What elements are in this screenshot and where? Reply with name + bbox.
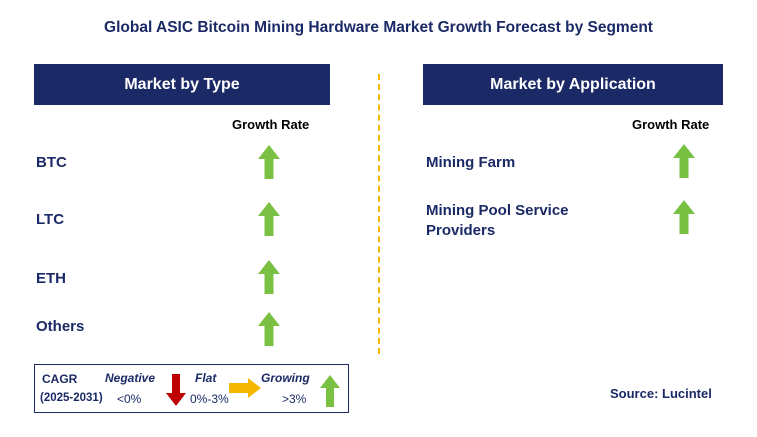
up-arrow-icon [320, 375, 340, 407]
source-note: Source: Lucintel [610, 386, 712, 401]
up-arrow-icon [258, 145, 280, 179]
application-growth-rate-label: Growth Rate [632, 117, 710, 132]
type-panel-header: Market by Type [34, 64, 330, 105]
legend-growing-label: Growing [261, 371, 310, 385]
right-arrow-icon [229, 378, 261, 398]
type-row-label: LTC [36, 211, 65, 228]
up-arrow-icon [673, 200, 695, 234]
up-arrow-icon [258, 202, 280, 236]
application-row-label: Mining Pool Service Providers [426, 202, 569, 239]
up-arrow-icon [673, 144, 695, 178]
legend-flat-range: 0%-3% [190, 392, 229, 406]
chart-title: Global ASIC Bitcoin Mining Hardware Mark… [104, 19, 653, 36]
legend-growing-range: >3% [282, 392, 307, 406]
legend-flat-label: Flat [195, 371, 217, 385]
type-row-label: ETH [36, 270, 66, 287]
legend-negative-label: Negative [105, 371, 156, 385]
cagr-legend: CAGR (2025-2031) Negative <0% Flat 0%-3%… [34, 364, 349, 413]
application-panel-header: Market by Application [423, 64, 723, 105]
up-arrow-icon [258, 260, 280, 294]
legend-cagr-label: CAGR [42, 372, 78, 386]
legend-negative-range: <0% [117, 392, 142, 406]
type-row-label: Others [36, 318, 85, 335]
panel-divider [378, 74, 380, 354]
legend-period: (2025-2031) [40, 392, 103, 404]
up-arrow-icon [258, 312, 280, 346]
application-row-label: Mining Farm [426, 154, 516, 171]
down-arrow-icon [166, 374, 186, 406]
type-growth-rate-label: Growth Rate [232, 117, 310, 132]
type-row-label: BTC [36, 154, 67, 171]
